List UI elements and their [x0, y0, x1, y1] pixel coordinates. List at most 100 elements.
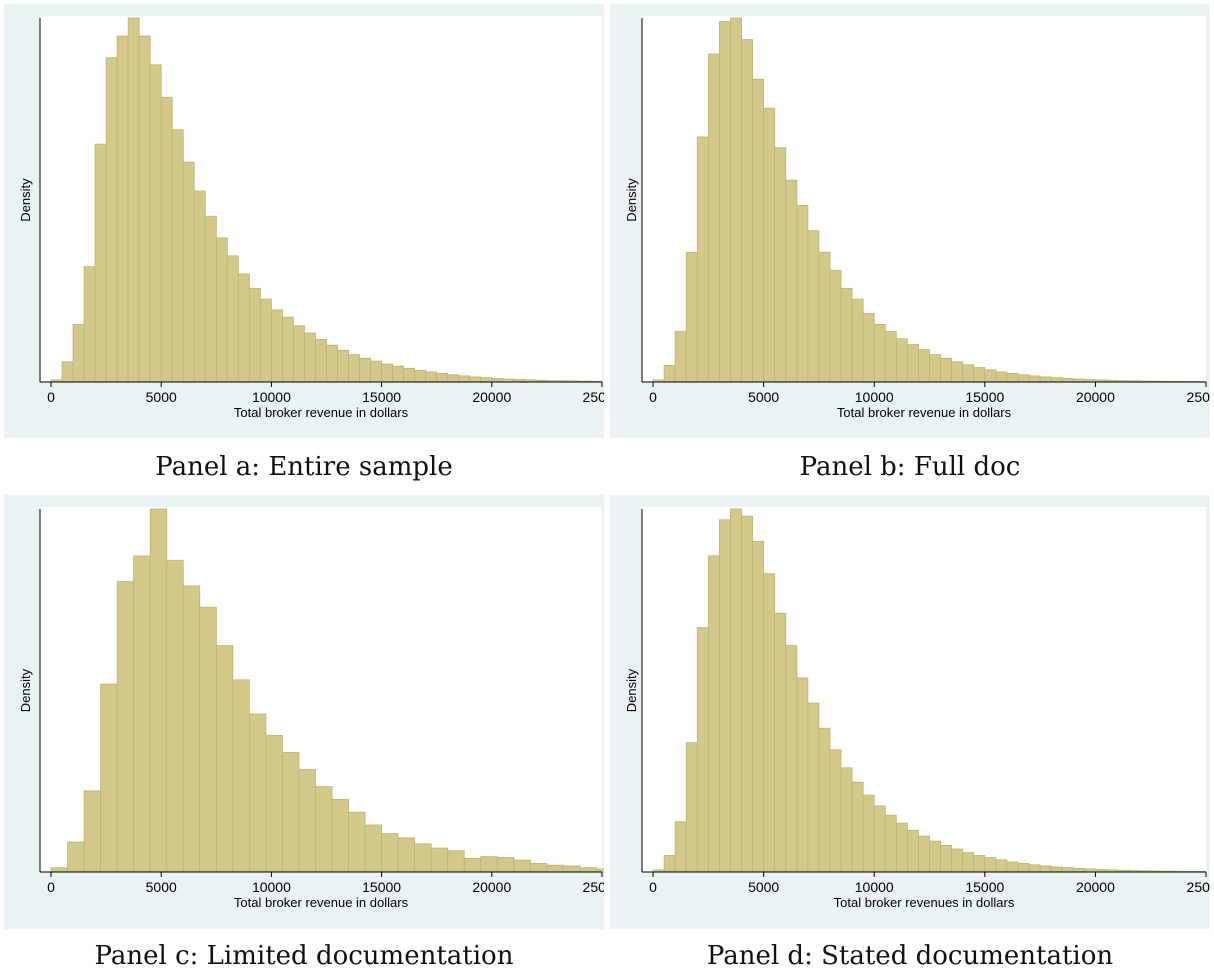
histogram-bar: [984, 857, 997, 873]
histogram-bar: [116, 581, 135, 873]
histogram-bar: [962, 852, 975, 873]
x-tick-label: 25000: [583, 879, 604, 895]
y-axis-label: Density: [18, 668, 33, 712]
histogram-bar: [685, 251, 698, 383]
histogram-bar: [116, 35, 129, 383]
histogram-bar: [359, 357, 371, 383]
histogram-bar: [430, 847, 449, 873]
x-tick-label: 15000: [362, 389, 401, 405]
histogram-bar: [160, 96, 173, 383]
histogram-bar: [100, 683, 118, 873]
histogram-bar: [105, 57, 118, 383]
histogram-bar: [182, 161, 195, 383]
histogram-bar: [83, 790, 102, 873]
histogram-bar: [50, 867, 68, 873]
x-tick-label: 5000: [146, 879, 177, 895]
histogram-bar: [204, 215, 217, 383]
histogram-bar: [907, 829, 919, 873]
histogram-bar: [337, 349, 349, 383]
histogram-bar: [480, 377, 493, 383]
histogram-bar: [1061, 867, 1074, 873]
histogram-bar: [171, 129, 184, 383]
histogram-bar: [271, 309, 283, 383]
histogram-bar: [138, 35, 151, 383]
histogram-b: 0 5000 10000 15000 20000 25000 Total broker re…: [624, 16, 1210, 420]
histogram-bar: [94, 143, 107, 383]
histogram-bar: [1039, 865, 1052, 873]
x-tick-label: 10000: [252, 879, 291, 895]
histogram-bar: [226, 255, 239, 383]
x-axis-label: Total broker revenue in dollars: [234, 405, 409, 420]
histogram-bar: [182, 585, 201, 873]
histogram-bar: [1028, 864, 1041, 873]
histogram-bar: [425, 371, 438, 383]
x-tick-label: 5000: [748, 389, 779, 405]
histogram-bar: [579, 867, 597, 873]
caption-panel-b: Panel b: Full doc: [799, 452, 1021, 482]
histogram-bar: [232, 679, 250, 873]
histogram-bar: [973, 367, 986, 383]
histogram-bar: [862, 313, 875, 383]
histogram-bar: [414, 843, 432, 873]
panel-c: 0 5000 10000 15000 20000 25000 Total broker re…: [4, 495, 604, 929]
x-tick-label: 15000: [965, 389, 1004, 405]
histogram-bar: [463, 857, 482, 873]
histogram-bar: [763, 573, 776, 873]
histogram-bar: [851, 781, 864, 873]
histogram-bar: [973, 855, 986, 873]
caption-panel-d: Panel d: Stated documentation: [706, 941, 1114, 971]
histogram-bar: [436, 372, 449, 383]
histogram-bar: [929, 354, 941, 383]
histogram-bar: [596, 868, 604, 873]
histogram-bar: [563, 865, 581, 873]
histogram-bar: [248, 713, 267, 873]
histogram-bar: [298, 769, 316, 873]
histogram-bar: [1050, 377, 1063, 383]
histogram-bar: [282, 316, 294, 383]
histogram-bar: [774, 147, 787, 383]
histogram-bar: [331, 798, 349, 873]
histogram-bar: [763, 107, 776, 383]
histogram-bar: [381, 363, 394, 383]
histogram-bar: [884, 814, 897, 873]
histogram-bar: [674, 331, 687, 383]
histogram-bar: [1061, 377, 1074, 383]
x-tick-label: 15000: [362, 879, 401, 895]
histogram-bar: [895, 822, 908, 873]
histogram-bar: [469, 376, 482, 383]
x-tick-label: 10000: [855, 389, 894, 405]
histogram-bar: [166, 559, 184, 873]
caption-panel-c: Panel c: Limited documentation: [94, 941, 514, 971]
x-tick-label: 25000: [583, 389, 604, 405]
histogram-bar: [1050, 866, 1063, 873]
histogram-bar: [1072, 868, 1085, 873]
histogram-bar: [237, 273, 250, 383]
caption-panel-a: Panel a: Entire sample: [155, 452, 453, 482]
histogram-bar: [1017, 374, 1030, 383]
histogram-bar: [282, 752, 300, 873]
histogram-bar: [907, 344, 919, 383]
x-tick-label: 25000: [1187, 389, 1210, 405]
histogram-bar: [840, 287, 853, 383]
histogram-bar: [1006, 861, 1019, 873]
histogram-bar: [707, 53, 720, 383]
histogram-bar: [1017, 862, 1030, 873]
histogram-bar: [215, 237, 228, 383]
histogram-bar: [447, 850, 465, 873]
x-axis-label: Total broker revenue in dollars: [234, 895, 409, 910]
histogram-bar: [193, 190, 206, 383]
histogram-bar: [840, 767, 853, 873]
histogram-bar: [315, 786, 333, 873]
histogram-bar: [326, 344, 338, 383]
panel-b: 0 5000 10000 15000 20000 25000 Total broker re…: [610, 4, 1210, 438]
panel-d: 0 5000 10000 15000 20000 25000 Total broker re…: [610, 495, 1210, 929]
y-axis-label: Density: [624, 178, 639, 222]
histogram-bar: [315, 339, 327, 383]
histogram-bar: [873, 323, 886, 383]
histogram-bar: [707, 555, 720, 873]
histogram-bar: [752, 78, 765, 383]
histogram-bar: [199, 606, 217, 873]
histogram-bar: [1006, 372, 1019, 383]
histogram-bar: [491, 377, 504, 383]
x-tick-label: 20000: [1076, 879, 1115, 895]
